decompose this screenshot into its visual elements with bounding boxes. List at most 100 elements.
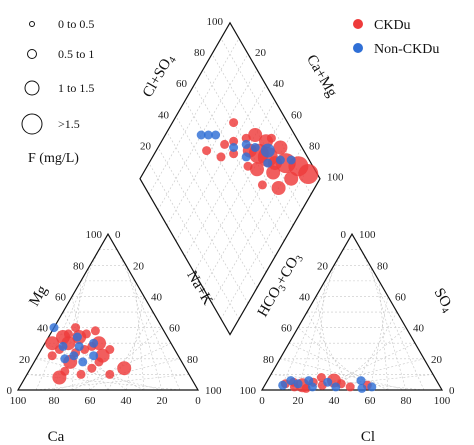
diamond-point bbox=[273, 140, 288, 155]
tick-mg: 0 bbox=[7, 385, 13, 397]
legend-label-non-ckdu: Non-CKDu bbox=[374, 42, 439, 57]
tick-diamond-left: 100 bbox=[207, 16, 224, 28]
legend-label-ckdu: CKDu bbox=[374, 18, 411, 33]
tick-ca: 80 bbox=[49, 395, 61, 407]
cation-point bbox=[49, 323, 59, 333]
anion-point bbox=[323, 377, 333, 387]
cation-point bbox=[47, 351, 57, 361]
tick-diamond-right: 60 bbox=[291, 109, 303, 121]
anion-grid-a bbox=[279, 358, 407, 391]
diamond-grid-a bbox=[166, 69, 258, 226]
tick-hco3: 40 bbox=[299, 291, 311, 303]
cation-point bbox=[58, 341, 68, 351]
tick-mg: 60 bbox=[55, 291, 67, 303]
diamond-point bbox=[241, 152, 251, 162]
diamond-point bbox=[220, 139, 230, 149]
hco3-sub2: 3 bbox=[294, 254, 306, 264]
anion-grid-a bbox=[270, 374, 425, 391]
cation-grid-a bbox=[35, 358, 163, 391]
axis-label-so4: SO4 bbox=[429, 286, 457, 316]
tick-hco3: 0 bbox=[341, 229, 347, 241]
cation-point bbox=[71, 323, 81, 333]
tick-cl: 0 bbox=[259, 395, 265, 407]
tick-labels: 0 0 0 0 0 0 20 20 20 20 20 20 40 40 40 40 40 40 60 60 60 60 60… bbox=[7, 16, 456, 407]
diamond-point bbox=[248, 128, 263, 142]
size-legend-title: F (mg/L) bbox=[28, 151, 79, 166]
tick-nak: 100 bbox=[205, 385, 222, 397]
diamond-point bbox=[216, 152, 226, 162]
cation-point bbox=[78, 357, 88, 367]
tick-mg: 40 bbox=[37, 323, 49, 335]
cation-point bbox=[95, 348, 110, 363]
axis-label-cl: Cl bbox=[361, 429, 375, 445]
tick-mg: 80 bbox=[73, 260, 85, 272]
diamond-point bbox=[266, 165, 281, 180]
group-legend: CKDu Non-CKDu bbox=[353, 18, 439, 57]
diamond-point bbox=[229, 143, 239, 152]
cation-point bbox=[89, 351, 99, 361]
cation-point bbox=[45, 336, 60, 351]
diamond-point bbox=[266, 133, 276, 143]
diamond-point bbox=[250, 162, 264, 177]
anion-grid-b bbox=[369, 265, 407, 391]
cation-point bbox=[90, 326, 100, 336]
tick-so4: 60 bbox=[395, 291, 407, 303]
diamond-frame bbox=[139, 21, 321, 336]
tick-ca: 40 bbox=[121, 395, 133, 407]
tick-hco3: 80 bbox=[263, 354, 275, 366]
tick-nak: 60 bbox=[169, 323, 181, 335]
tick-so4: 80 bbox=[377, 260, 389, 272]
tick-hco3: 60 bbox=[281, 323, 293, 335]
anion-point bbox=[357, 383, 367, 393]
diamond-point bbox=[203, 130, 213, 140]
size-legend-marker-4 bbox=[21, 113, 43, 135]
cation-point bbox=[74, 341, 84, 351]
diamond-grid-a bbox=[175, 85, 267, 242]
tick-ca: 100 bbox=[10, 395, 27, 407]
diamond-point bbox=[250, 143, 260, 152]
tick-nak: 40 bbox=[151, 291, 163, 303]
cation-grid-b bbox=[116, 249, 181, 391]
hco3-sub1: 3 bbox=[277, 283, 289, 293]
cation-grid-b bbox=[107, 311, 154, 391]
axis-label-hco3-co3: HCO3+CO3 bbox=[255, 250, 306, 320]
data-points bbox=[45, 118, 377, 393]
cation-point bbox=[81, 329, 91, 339]
size-legend-marker-2 bbox=[27, 49, 37, 59]
anion-point bbox=[356, 376, 366, 386]
cl-so4-sub: 4 bbox=[167, 55, 179, 65]
cation-grid-b bbox=[125, 265, 163, 391]
diamond-point bbox=[229, 118, 239, 128]
cation-point bbox=[72, 332, 82, 342]
tick-hco3: 100 bbox=[240, 385, 257, 397]
tick-ca: 0 bbox=[195, 395, 201, 407]
size-legend-label-1: 0 to 0.5 bbox=[58, 17, 94, 31]
diamond-grid-b bbox=[184, 100, 276, 257]
size-legend-label-2: 0.5 to 1 bbox=[58, 47, 94, 61]
size-legend-marker-3 bbox=[24, 80, 40, 96]
legend-marker-ckdu bbox=[353, 19, 363, 29]
tick-so4: 100 bbox=[359, 229, 376, 241]
cation-point bbox=[89, 338, 99, 348]
tick-diamond-right: 80 bbox=[309, 141, 321, 153]
tick-mg: 100 bbox=[86, 229, 103, 241]
cation-grid-a bbox=[26, 374, 181, 391]
diamond-point bbox=[243, 161, 253, 171]
anion-point bbox=[293, 379, 303, 389]
size-legend-label-3: 1 to 1.5 bbox=[58, 81, 94, 95]
cation-point bbox=[76, 369, 86, 379]
anion-point bbox=[331, 382, 341, 392]
so4-sub: 4 bbox=[438, 306, 450, 316]
anion-point bbox=[367, 382, 377, 392]
anion-point bbox=[278, 380, 288, 390]
diamond-grid-a bbox=[148, 38, 240, 195]
diamond-point bbox=[202, 146, 212, 156]
diamond-point bbox=[229, 136, 239, 146]
tick-ca: 20 bbox=[157, 395, 169, 407]
diamond-grid-b bbox=[193, 85, 285, 242]
tick-diamond-right: 40 bbox=[273, 78, 285, 90]
diamond-point bbox=[229, 149, 239, 159]
tick-cl: 40 bbox=[329, 395, 341, 407]
tick-diamond-right: 100 bbox=[327, 172, 344, 184]
diamond-point bbox=[257, 180, 267, 190]
